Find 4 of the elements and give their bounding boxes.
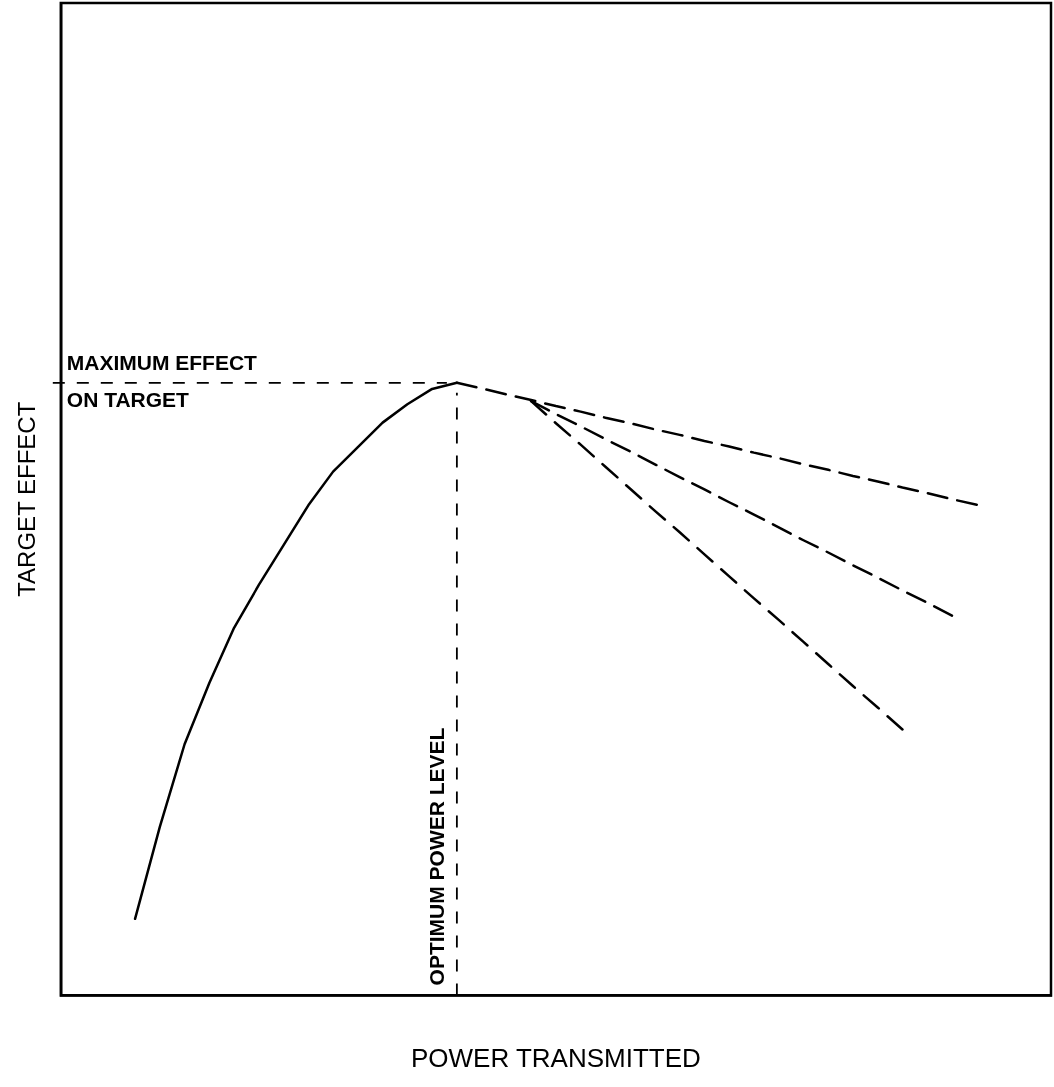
ref-line-label: MAXIMUM EFFECT ON TARGET <box>66 351 258 412</box>
annotation: OPTIMUM POWER LEVEL <box>425 727 449 986</box>
x-axis-title: POWER TRANSMITTED <box>410 1042 701 1073</box>
y-axis-title: TARGET EFFECT <box>13 401 41 597</box>
